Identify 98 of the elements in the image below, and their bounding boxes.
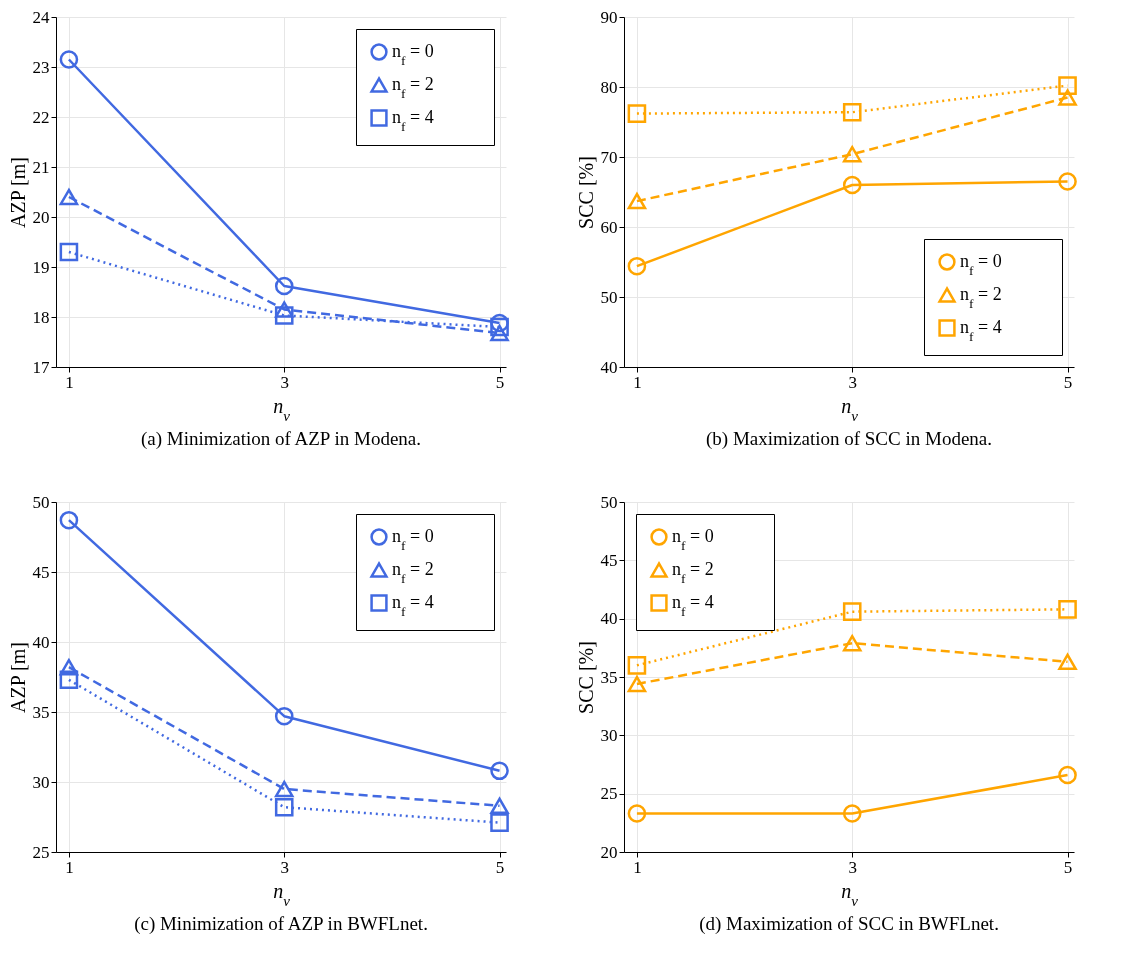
point <box>59 50 79 69</box>
y-tick-label: 17 <box>32 357 50 377</box>
y-tick-label: 30 <box>600 725 618 745</box>
x-tick-label: 3 <box>848 857 857 877</box>
x-tick-label: 3 <box>280 372 289 392</box>
point <box>627 192 647 210</box>
point <box>274 780 294 798</box>
point <box>274 301 294 318</box>
point <box>627 675 647 693</box>
text: (c) Minimization of AZP in BWFLnet. <box>134 913 428 935</box>
x-tick-label: 3 <box>848 372 857 392</box>
y-tick-label: 40 <box>32 632 50 652</box>
point <box>274 797 294 817</box>
point <box>627 656 647 675</box>
text: (d) Maximization of SCC in BWFLnet. <box>699 913 999 935</box>
x-tick-label: 5 <box>495 372 505 392</box>
point <box>627 104 647 123</box>
point <box>59 188 79 206</box>
y-tick-label: 21 <box>32 157 50 177</box>
legend-label: n$_{f}$ = 0 <box>392 41 434 68</box>
y-axis-title: AZP [m] <box>6 642 29 713</box>
legend-label: n$_{f}$ = 4 <box>392 592 434 619</box>
x-tick-label: 5 <box>1063 372 1073 392</box>
y-tick-label: 90 <box>600 7 618 27</box>
point <box>59 670 79 690</box>
text: (a) Minimization of AZP in Modena. <box>140 428 422 450</box>
y-tick-label: 20 <box>600 842 618 862</box>
y-tick-label: 25 <box>600 784 618 804</box>
x-axis-title: n$_{v}$ <box>273 879 291 909</box>
y-axis-title: SCC [%] <box>574 641 597 714</box>
point <box>490 797 509 815</box>
x-tick-label: 5 <box>1063 857 1073 877</box>
legend-label: n$_{f}$ = 4 <box>672 592 714 619</box>
point <box>627 804 647 823</box>
x-axis-title: n$_{v}$ <box>841 394 859 424</box>
legend-label: n$_{f}$ = 2 <box>392 559 434 586</box>
y-tick-label: 35 <box>32 702 50 722</box>
y-tick-label: 60 <box>600 217 618 237</box>
point <box>490 813 509 832</box>
point <box>1058 653 1077 671</box>
legend-label: n$_{f}$ = 0 <box>392 526 434 553</box>
y-tick-label: 40 <box>600 609 618 629</box>
point <box>274 306 294 325</box>
y-tick-label: 45 <box>600 550 618 570</box>
point <box>490 324 509 342</box>
point <box>627 256 647 276</box>
legend-label: n$_{f}$ = 0 <box>960 251 1002 278</box>
x-tick-label: 1 <box>633 857 642 877</box>
point <box>274 706 294 726</box>
legend-label: n$_{f}$ = 0 <box>672 526 714 553</box>
point <box>842 175 862 195</box>
y-tick-label: 18 <box>32 307 50 327</box>
point <box>842 804 862 823</box>
x-tick-label: 3 <box>280 857 289 877</box>
y-tick-label: 23 <box>32 57 50 77</box>
y-tick-label: 50 <box>32 492 50 512</box>
y-tick-label: 40 <box>600 357 618 377</box>
y-tick-label: 22 <box>32 107 50 127</box>
point <box>1058 765 1077 785</box>
point <box>1058 76 1077 95</box>
point <box>842 634 862 652</box>
y-axis-title: SCC [%] <box>574 156 597 229</box>
x-axis-title: n$_{v}$ <box>841 879 859 909</box>
y-tick-label: 50 <box>600 287 618 307</box>
point <box>59 510 79 530</box>
point <box>842 602 862 621</box>
legend-label: n$_{f}$ = 4 <box>392 107 434 134</box>
text: (b) Maximization of SCC in Modena. <box>705 428 993 450</box>
x-tick-label: 5 <box>495 857 505 877</box>
point <box>490 317 509 337</box>
y-tick-label: 20 <box>32 207 50 227</box>
point <box>59 242 79 262</box>
x-tick-label: 1 <box>65 372 74 392</box>
x-axis-title: n$_{v}$ <box>273 394 291 424</box>
x-tick-label: 1 <box>65 857 74 877</box>
y-tick-label: 30 <box>32 772 50 792</box>
x-tick-label: 1 <box>633 372 642 392</box>
y-tick-label: 35 <box>600 667 618 687</box>
y-tick-label: 70 <box>600 147 618 167</box>
legend-label: n$_{f}$ = 2 <box>392 74 434 101</box>
y-tick-label: 19 <box>32 257 50 277</box>
legend-label: n$_{f}$ = 2 <box>672 559 714 586</box>
y-tick-label: 80 <box>600 77 618 97</box>
y-tick-label: 50 <box>600 492 618 512</box>
legend-label: n$_{f}$ = 4 <box>960 317 1002 344</box>
y-tick-label: 45 <box>32 562 50 582</box>
legend-label: n$_{f}$ = 2 <box>960 284 1002 311</box>
point <box>1058 172 1077 191</box>
point <box>274 276 294 296</box>
y-tick-label: 24 <box>32 7 50 27</box>
point <box>490 761 509 781</box>
y-tick-label: 25 <box>32 842 50 862</box>
y-axis-title: AZP [m] <box>6 157 29 228</box>
point <box>1058 89 1077 106</box>
point <box>59 658 79 676</box>
point <box>1058 600 1077 619</box>
point <box>842 102 862 122</box>
point <box>842 145 862 163</box>
